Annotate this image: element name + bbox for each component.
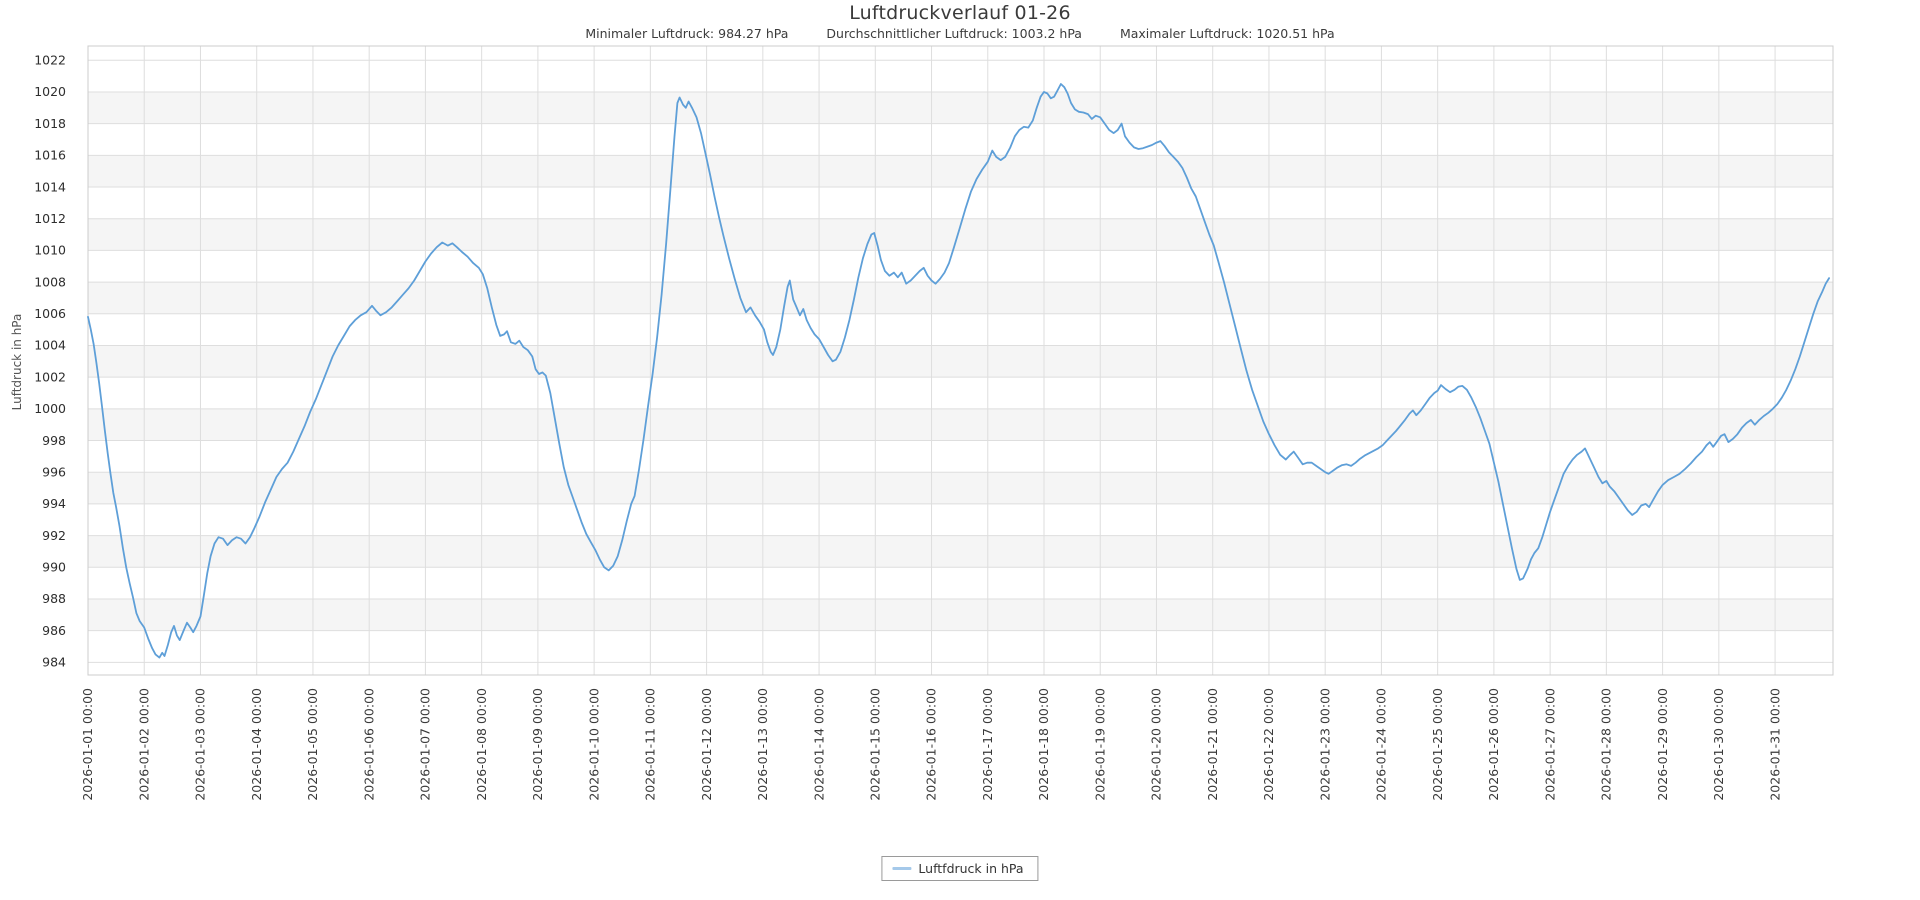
x-tick-label: 2026-01-13 00:00 <box>755 688 770 801</box>
y-tick-label: 1014 <box>34 179 66 194</box>
y-tick-label: 1016 <box>34 148 66 163</box>
stat-min-pressure: Minimaler Luftdruck: 984.27 hPa <box>585 26 789 41</box>
plot-stripe <box>88 535 1833 568</box>
x-tick-label: 2026-01-23 00:00 <box>1317 688 1332 801</box>
x-tick-label: 2026-01-12 00:00 <box>699 688 714 801</box>
y-tick-label: 1006 <box>34 306 66 321</box>
x-tick-label: 2026-01-29 00:00 <box>1655 688 1670 801</box>
y-tick-label: 1004 <box>34 338 66 353</box>
y-tick-label: 998 <box>42 433 66 448</box>
legend-line-marker <box>892 867 912 870</box>
legend: Luftfdruck in hPa <box>881 856 1039 881</box>
stat-max-pressure: Maximaler Luftdruck: 1020.51 hPa <box>1119 26 1335 41</box>
plot-stripe <box>88 155 1833 188</box>
x-tick-label: 2026-01-27 00:00 <box>1542 688 1557 801</box>
x-tick-label: 2026-01-25 00:00 <box>1430 688 1445 801</box>
y-tick-label: 990 <box>42 560 66 575</box>
y-tick-label: 984 <box>42 655 66 670</box>
x-tick-label: 2026-01-24 00:00 <box>1374 688 1389 801</box>
y-tick-label: 1008 <box>34 274 66 289</box>
x-tick-label: 2026-01-04 00:00 <box>249 688 264 801</box>
legend-label: Luftfdruck in hPa <box>918 861 1024 876</box>
chart-stats-row: Minimaler Luftdruck: 984.27 hPa Durchsch… <box>0 26 1920 41</box>
x-tick-label: 2026-01-17 00:00 <box>980 688 995 801</box>
pressure-series-line <box>87 83 1830 659</box>
x-tick-label: 2026-01-06 00:00 <box>361 688 376 801</box>
x-tick-label: 2026-01-09 00:00 <box>530 688 545 801</box>
y-tick-label: 1020 <box>34 84 66 99</box>
x-tick-label: 2026-01-02 00:00 <box>136 688 151 801</box>
y-tick-label: 1000 <box>34 401 66 416</box>
x-tick-label: 2026-01-05 00:00 <box>305 688 320 801</box>
plot-stripe <box>88 282 1833 314</box>
x-tick-label: 2026-01-15 00:00 <box>868 688 883 801</box>
y-tick-label: 1012 <box>34 211 66 226</box>
y-tick-label: 1002 <box>34 369 66 384</box>
x-tick-label: 2026-01-03 00:00 <box>193 688 208 801</box>
chart-title: Luftdruckverlauf 01-26 <box>849 2 1071 24</box>
y-tick-label: 994 <box>42 496 66 511</box>
y-tick-label: 1022 <box>34 53 66 68</box>
y-tick-label: 988 <box>42 591 66 606</box>
y-tick-label: 992 <box>42 528 66 543</box>
x-tick-label: 2026-01-14 00:00 <box>811 688 826 801</box>
plot-stripe <box>88 598 1833 631</box>
x-tick-label: 2026-01-20 00:00 <box>1149 688 1164 801</box>
plot-stripe <box>88 472 1833 504</box>
x-tick-label: 2026-01-01 00:00 <box>80 688 95 801</box>
y-tick-label: 1010 <box>34 243 66 258</box>
x-tick-label: 2026-01-16 00:00 <box>924 688 939 801</box>
x-tick-label: 2026-01-08 00:00 <box>474 688 489 801</box>
plot-stripe <box>88 408 1833 441</box>
plot-stripe <box>88 91 1833 124</box>
plot-border <box>87 45 1834 676</box>
x-tick-label: 2026-01-11 00:00 <box>643 688 658 801</box>
x-tick-label: 2026-01-21 00:00 <box>1205 688 1220 801</box>
x-tick-label: 2026-01-28 00:00 <box>1599 688 1614 801</box>
x-tick-label: 2026-01-26 00:00 <box>1486 688 1501 801</box>
x-tick-label: 2026-01-07 00:00 <box>418 688 433 801</box>
x-tick-label: 2026-01-19 00:00 <box>1092 688 1107 801</box>
y-tick-label: 986 <box>42 623 66 638</box>
y-tick-label: 1018 <box>34 116 66 131</box>
x-tick-label: 2026-01-31 00:00 <box>1767 688 1782 801</box>
y-axis-title: Luftdruck in hPa <box>10 313 24 411</box>
x-tick-label: 2026-01-22 00:00 <box>1261 688 1276 801</box>
plot-stripe <box>88 345 1833 378</box>
x-tick-label: 2026-01-18 00:00 <box>1036 688 1051 801</box>
stat-avg-pressure: Durchschnittlicher Luftdruck: 1003.2 hPa <box>826 26 1082 41</box>
x-tick-label: 2026-01-10 00:00 <box>586 688 601 801</box>
y-tick-label: 996 <box>42 464 66 479</box>
x-tick-label: 2026-01-30 00:00 <box>1711 688 1726 801</box>
